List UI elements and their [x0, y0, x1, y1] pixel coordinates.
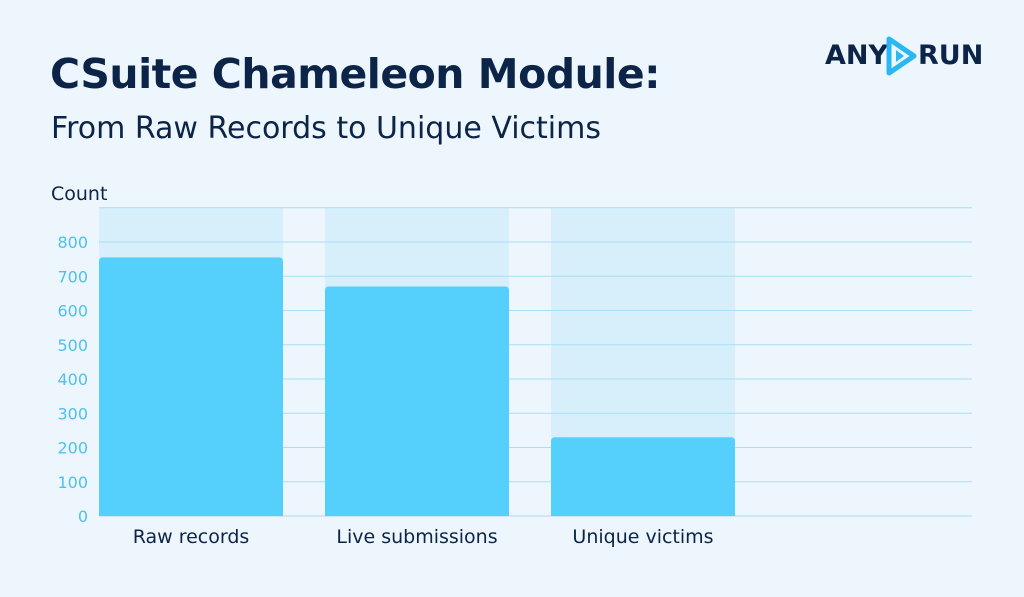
bar	[551, 437, 735, 516]
y-tick-label: 700	[57, 267, 88, 286]
y-tick-label: 400	[57, 370, 88, 389]
y-axis-label: Count	[51, 183, 107, 205]
x-category-label: Live submissions	[336, 526, 497, 548]
y-tick-label: 800	[57, 233, 88, 252]
play-icon	[886, 36, 917, 76]
y-tick-label: 600	[57, 302, 88, 321]
x-category-label: Raw records	[133, 526, 250, 548]
y-tick-label: 200	[57, 439, 88, 458]
logo-text-right: RUN	[918, 40, 984, 71]
anyrun-logo: ANY RUN	[825, 36, 983, 76]
y-tick-label: 300	[57, 404, 88, 423]
bar	[325, 286, 509, 516]
logo-text-left: ANY	[825, 40, 889, 71]
x-category-label: Unique victims	[572, 526, 713, 548]
bar	[99, 257, 283, 516]
y-tick-label: 500	[57, 336, 88, 355]
chart-subtitle: From Raw Records to Unique Victims	[51, 111, 601, 146]
y-tick-label: 100	[57, 473, 88, 492]
y-tick-label: 0	[78, 507, 88, 526]
chart-title: CSuite Chameleon Module:	[50, 50, 661, 98]
